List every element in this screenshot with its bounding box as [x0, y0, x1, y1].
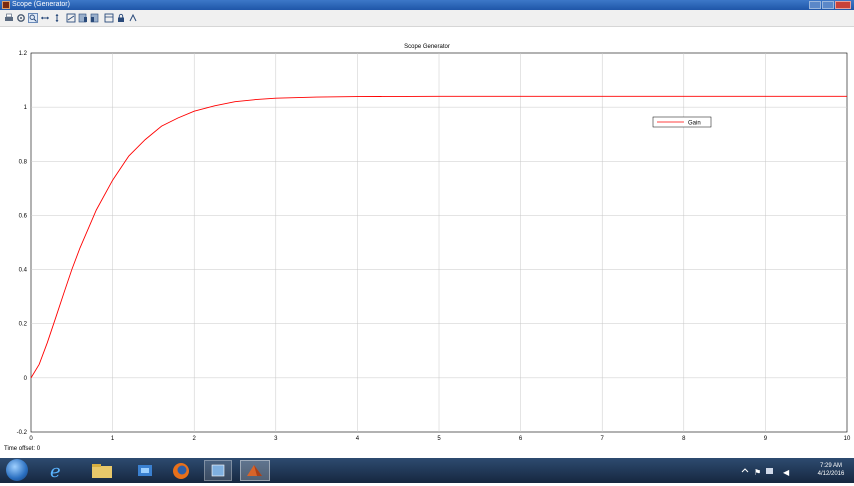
lock-axes-icon[interactable] [116, 13, 126, 23]
y-tick-label: 0.8 [19, 159, 28, 165]
firefox-icon[interactable] [170, 460, 192, 481]
file-explorer-icon[interactable] [90, 460, 114, 481]
internet-explorer-icon[interactable]: e [46, 460, 68, 482]
x-tick-label: 0 [29, 436, 33, 442]
time-offset-readout: Time offset: 0 [4, 446, 40, 452]
legend: Gain [652, 116, 712, 128]
save-axes-settings-icon[interactable] [78, 13, 88, 23]
time-offset-label: Time offset: [4, 446, 36, 452]
plot-title: Scope Generator [404, 44, 450, 50]
svg-text:e: e [50, 461, 61, 481]
x-tick-label: 10 [844, 436, 851, 442]
parameters-gear-icon[interactable] [16, 13, 26, 23]
axis-ticks: 0 1 2 3 4 5 6 7 8 9 10-0.200.20.40.60.811.2 [17, 51, 851, 442]
title-bar: Scope (Generator) [0, 0, 854, 10]
taskbar: e ⚑ ◀ 7:29 AM 4/12/2016 [0, 458, 854, 483]
series-line-gain [30, 95, 847, 379]
y-tick-label: 0 [24, 376, 28, 382]
network-icon [766, 468, 773, 474]
restore-axes-settings-icon[interactable] [90, 13, 100, 23]
show-hidden-icons-icon [741, 468, 749, 473]
series-layer [30, 95, 847, 379]
zoom-in-icon[interactable] [28, 13, 38, 23]
start-button[interactable] [6, 459, 28, 481]
matlab-app-icon [2, 1, 10, 9]
y-tick-label: 0.2 [19, 322, 28, 328]
y-tick-label: -0.2 [17, 430, 28, 436]
zoom-x-icon[interactable] [40, 13, 50, 23]
toolbar [0, 10, 854, 27]
x-tick-label: 2 [193, 436, 197, 442]
clock-date[interactable]: 4/12/2016 [817, 471, 845, 477]
media-player-icon[interactable] [134, 460, 156, 481]
signal-selection-icon[interactable] [128, 13, 138, 23]
grid-lines [31, 53, 847, 432]
system-tray: ⚑ ◀ [738, 460, 798, 481]
y-tick-label: 0.6 [19, 213, 28, 219]
x-tick-label: 8 [682, 436, 686, 442]
simulink-model-task[interactable] [204, 460, 232, 481]
floating-scope-icon[interactable] [104, 13, 114, 23]
x-tick-label: 7 [601, 436, 605, 442]
x-tick-label: 5 [437, 436, 441, 442]
time-offset-value: 0 [36, 446, 41, 452]
legend-entry-gain: Gain [688, 121, 701, 127]
y-tick-label: 0.4 [19, 268, 28, 274]
x-tick-label: 4 [356, 436, 360, 442]
window-controls [808, 1, 851, 9]
zoom-y-icon[interactable] [52, 13, 62, 23]
flag-icon: ⚑ [754, 468, 761, 477]
volume-icon: ◀ [783, 468, 790, 477]
close-button[interactable] [835, 1, 851, 9]
x-tick-label: 6 [519, 436, 523, 442]
window-title: Scope (Generator) [12, 1, 70, 8]
x-tick-label: 9 [764, 436, 768, 442]
x-tick-label: 3 [274, 436, 278, 442]
x-tick-label: 1 [111, 436, 115, 442]
minimize-button[interactable] [809, 1, 821, 9]
print-icon[interactable] [4, 13, 14, 23]
y-tick-label: 1.2 [19, 51, 28, 57]
matlab-task[interactable] [240, 460, 270, 481]
autoscale-icon[interactable] [66, 13, 76, 23]
maximize-button[interactable] [822, 1, 834, 9]
clock-time[interactable]: 7:29 AM [819, 463, 842, 469]
y-tick-label: 1 [24, 105, 28, 111]
